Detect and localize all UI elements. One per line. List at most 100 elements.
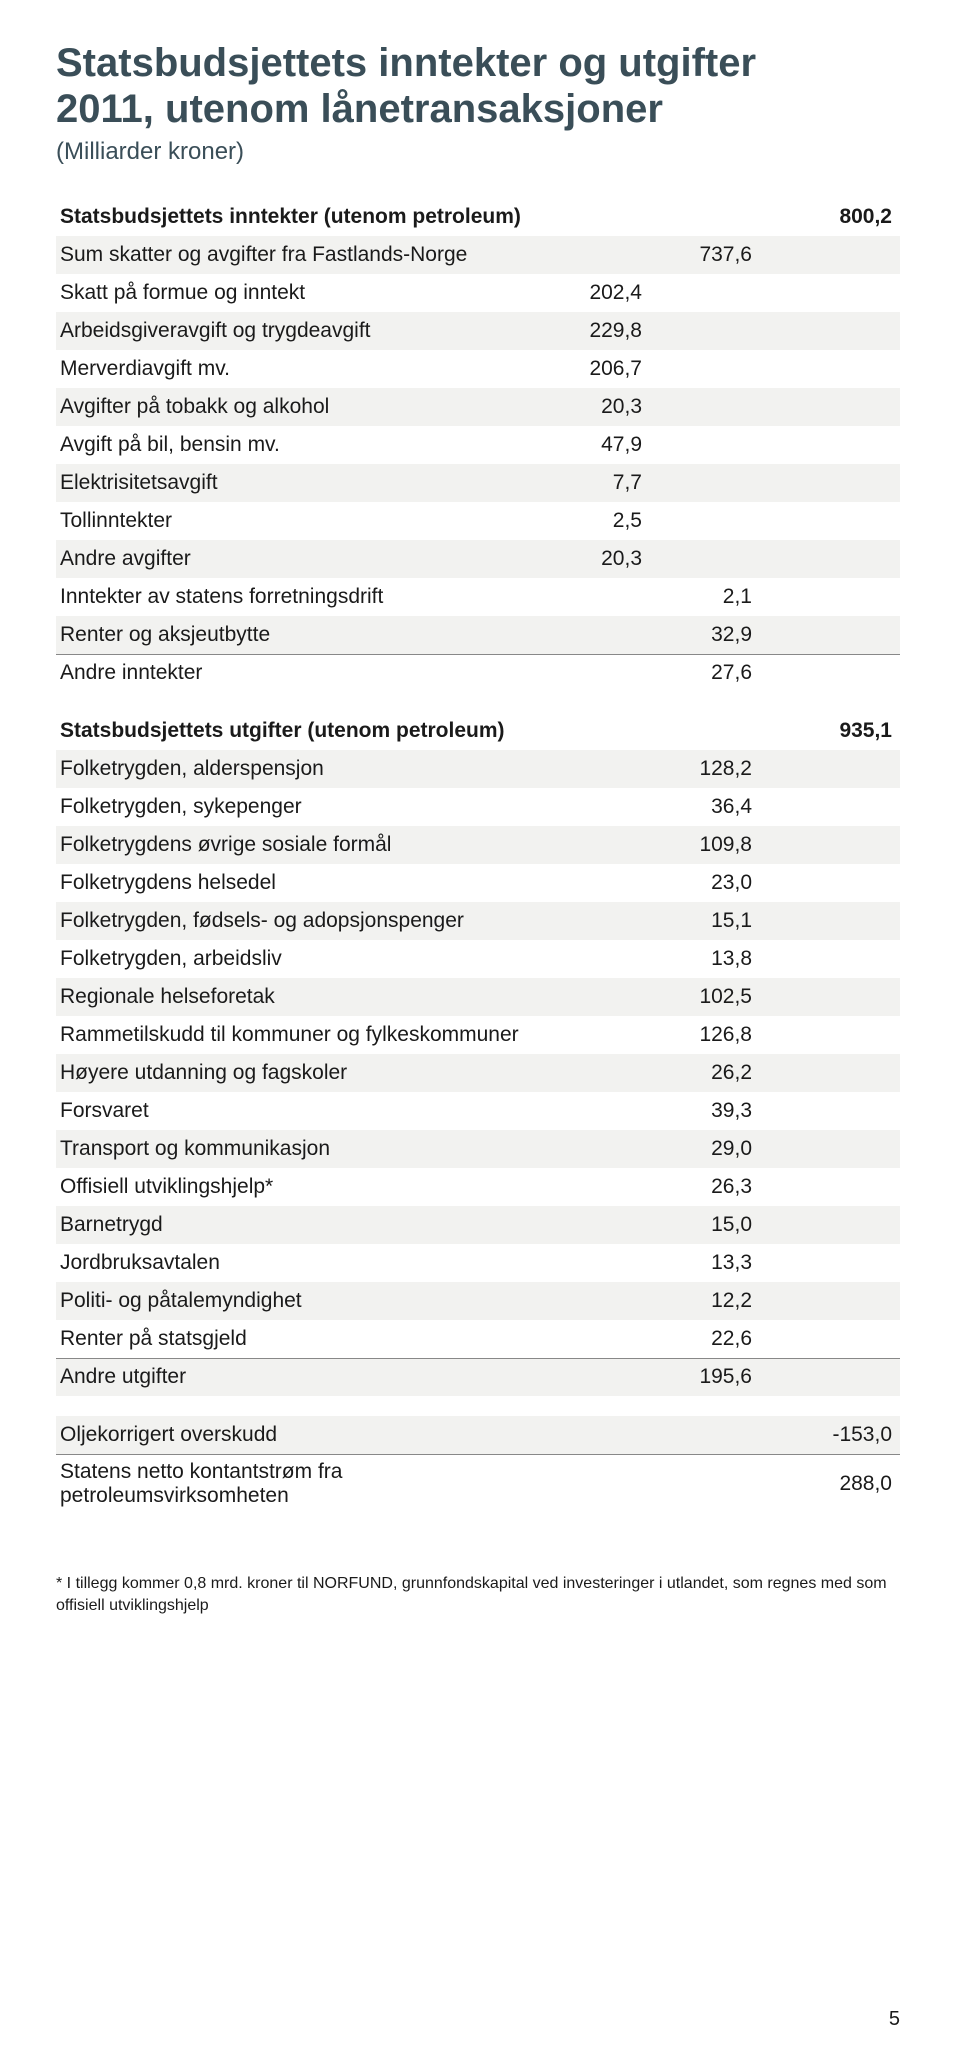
income-row-v3 bbox=[760, 388, 900, 426]
expense-row-v3 bbox=[760, 978, 900, 1016]
expense-row-v1 bbox=[540, 1244, 650, 1282]
income-row-v2: 32,9 bbox=[650, 616, 760, 654]
expense-row-v1 bbox=[540, 788, 650, 826]
expense-row-label: Barnetrygd bbox=[56, 1206, 540, 1244]
income-row-label: Tollinntekter bbox=[56, 502, 540, 540]
summary-row-v3: 288,0 bbox=[760, 1454, 900, 1513]
income-row-label: Avgift på bil, bensin mv. bbox=[56, 426, 540, 464]
income-row-v3 bbox=[760, 312, 900, 350]
expense-row-label: Renter på statsgjeld bbox=[56, 1320, 540, 1358]
table-row: Folketrygden, arbeidsliv13,8 bbox=[56, 940, 900, 978]
income-row-label: Merverdiavgift mv. bbox=[56, 350, 540, 388]
table-row: Folketrygdens helsedel23,0 bbox=[56, 864, 900, 902]
income-row-v1: 20,3 bbox=[540, 388, 650, 426]
table-row: Inntekter av statens forretningsdrift2,1 bbox=[56, 578, 900, 616]
table-row: Statsbudsjettets utgifter (utenom petrol… bbox=[56, 712, 900, 750]
summary-row-v2 bbox=[650, 1454, 760, 1513]
income-row-v3 bbox=[760, 350, 900, 388]
income-row-v1 bbox=[540, 578, 650, 616]
income-row-v2 bbox=[650, 274, 760, 312]
income-row-label: Sum skatter og avgifter fra Fastlands-No… bbox=[56, 236, 540, 274]
expense-header-label: Statsbudsjettets utgifter (utenom petrol… bbox=[56, 712, 540, 750]
table-row: Elektrisitetsavgift7,7 bbox=[56, 464, 900, 502]
income-row-label: Inntekter av statens forretningsdrift bbox=[56, 578, 540, 616]
expense-row-v2: 12,2 bbox=[650, 1282, 760, 1320]
summary-row-label: Oljekorrigert overskudd bbox=[56, 1416, 540, 1454]
expense-header-v1 bbox=[540, 712, 650, 750]
table-row: Jordbruksavtalen 13,3 bbox=[56, 1244, 900, 1282]
expense-row-v2: 39,3 bbox=[650, 1092, 760, 1130]
section-gap bbox=[56, 1396, 900, 1416]
expense-row-v2: 29,0 bbox=[650, 1130, 760, 1168]
income-row-v1: 229,8 bbox=[540, 312, 650, 350]
table-row: Avgifter på tobakk og alkohol20,3 bbox=[56, 388, 900, 426]
table-row: Tollinntekter2,5 bbox=[56, 502, 900, 540]
expense-row-v3 bbox=[760, 1358, 900, 1396]
expense-row-v1 bbox=[540, 978, 650, 1016]
expense-row-v1 bbox=[540, 1168, 650, 1206]
expense-row-v2: 109,8 bbox=[650, 826, 760, 864]
expense-row-v2: 23,0 bbox=[650, 864, 760, 902]
expense-row-v3 bbox=[760, 1320, 900, 1358]
page-number: 5 bbox=[889, 2008, 900, 2031]
budget-table: Statsbudsjettets inntekter (utenom petro… bbox=[56, 198, 900, 1513]
expense-row-v1 bbox=[540, 1054, 650, 1092]
expense-row-label: Folketrygden, sykepenger bbox=[56, 788, 540, 826]
income-row-v3 bbox=[760, 274, 900, 312]
table-row: Politi- og påtalemyndighet 12,2 bbox=[56, 1282, 900, 1320]
income-row-v1: 206,7 bbox=[540, 350, 650, 388]
income-row-v2: 737,6 bbox=[650, 236, 760, 274]
income-row-v3 bbox=[760, 654, 900, 692]
table-row: Oljekorrigert overskudd -153,0 bbox=[56, 1416, 900, 1454]
summary-row-v3: -153,0 bbox=[760, 1416, 900, 1454]
income-header-label: Statsbudsjettets inntekter (utenom petro… bbox=[56, 198, 540, 236]
expense-row-label: Folketrygden, fødsels- og adopsjonspenge… bbox=[56, 902, 540, 940]
income-row-v1: 202,4 bbox=[540, 274, 650, 312]
income-row-v1: 20,3 bbox=[540, 540, 650, 578]
table-row: Folketrygden, alderspensjon128,2 bbox=[56, 750, 900, 788]
title-line-2: 2011, utenom lånetransaksjoner bbox=[56, 87, 663, 131]
table-row: Folketrygden, fødsels- og adopsjonspenge… bbox=[56, 902, 900, 940]
expense-row-label: Forsvaret bbox=[56, 1092, 540, 1130]
income-header-v2 bbox=[650, 198, 760, 236]
income-row-v3 bbox=[760, 540, 900, 578]
expense-row-v1 bbox=[540, 1358, 650, 1396]
income-row-v1: 7,7 bbox=[540, 464, 650, 502]
table-row: Avgift på bil, bensin mv.47,9 bbox=[56, 426, 900, 464]
income-row-v3 bbox=[760, 502, 900, 540]
expense-row-label: Folketrygdens øvrige sosiale formål bbox=[56, 826, 540, 864]
expense-row-v1 bbox=[540, 902, 650, 940]
table-row: Folketrygdens øvrige sosiale formål 109,8 bbox=[56, 826, 900, 864]
expense-row-v2: 126,8 bbox=[650, 1016, 760, 1054]
expense-row-label: Jordbruksavtalen bbox=[56, 1244, 540, 1282]
expense-row-v2: 36,4 bbox=[650, 788, 760, 826]
expense-row-v1 bbox=[540, 1130, 650, 1168]
page-subtitle: (Milliarder kroner) bbox=[56, 138, 900, 166]
expense-row-v2: 15,1 bbox=[650, 902, 760, 940]
table-row: Sum skatter og avgifter fra Fastlands-No… bbox=[56, 236, 900, 274]
income-row-label: Skatt på formue og inntekt bbox=[56, 274, 540, 312]
expense-row-v3 bbox=[760, 1016, 900, 1054]
income-row-v2 bbox=[650, 540, 760, 578]
expense-row-v3 bbox=[760, 1244, 900, 1282]
summary-row-v1 bbox=[540, 1416, 650, 1454]
table-row: Transport og kommunikasjon29,0 bbox=[56, 1130, 900, 1168]
summary-row-label: Statens netto kontantstrøm fra petroleum… bbox=[56, 1454, 540, 1513]
expense-row-v3 bbox=[760, 1282, 900, 1320]
income-row-v2 bbox=[650, 350, 760, 388]
expense-row-v1 bbox=[540, 1320, 650, 1358]
income-row-label: Arbeidsgiveravgift og trygdeavgift bbox=[56, 312, 540, 350]
expense-row-v1 bbox=[540, 1092, 650, 1130]
expense-row-v1 bbox=[540, 940, 650, 978]
expense-row-label: Politi- og påtalemyndighet bbox=[56, 1282, 540, 1320]
expense-row-v3 bbox=[760, 1054, 900, 1092]
expense-row-v2: 22,6 bbox=[650, 1320, 760, 1358]
expense-row-label: Offisiell utviklingshjelp* bbox=[56, 1168, 540, 1206]
expense-header-v3: 935,1 bbox=[760, 712, 900, 750]
summary-row-v2 bbox=[650, 1416, 760, 1454]
income-row-v2: 27,6 bbox=[650, 654, 760, 692]
table-row: Andre avgifter20,3 bbox=[56, 540, 900, 578]
expense-row-v2: 13,3 bbox=[650, 1244, 760, 1282]
table-row: Andre utgifter195,6 bbox=[56, 1358, 900, 1396]
expense-row-v3 bbox=[760, 1168, 900, 1206]
